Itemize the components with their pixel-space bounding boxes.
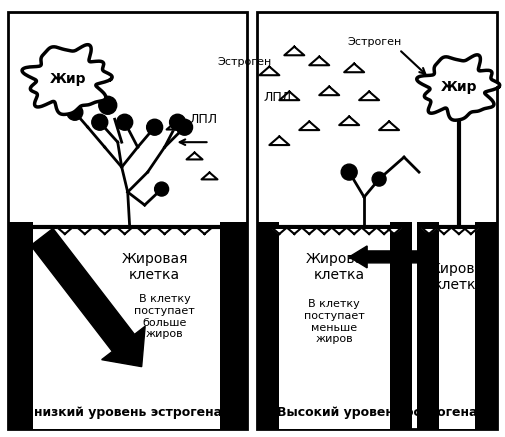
Polygon shape xyxy=(197,228,212,234)
Text: Эстроген: Эстроген xyxy=(347,38,401,48)
Polygon shape xyxy=(98,228,112,234)
Bar xyxy=(8,227,247,429)
Polygon shape xyxy=(347,228,361,234)
Polygon shape xyxy=(272,228,286,234)
Polygon shape xyxy=(379,121,399,130)
Circle shape xyxy=(170,114,185,130)
Polygon shape xyxy=(284,47,305,55)
Circle shape xyxy=(146,119,163,135)
Polygon shape xyxy=(317,228,331,234)
Bar xyxy=(390,222,412,429)
Polygon shape xyxy=(302,228,316,234)
Text: Эстроген: Эстроген xyxy=(218,57,272,67)
Polygon shape xyxy=(422,228,436,234)
Polygon shape xyxy=(339,117,359,125)
Circle shape xyxy=(177,119,192,135)
Polygon shape xyxy=(269,136,289,145)
Polygon shape xyxy=(332,228,346,234)
Polygon shape xyxy=(78,228,92,234)
Polygon shape xyxy=(287,228,301,234)
Polygon shape xyxy=(319,87,339,95)
Polygon shape xyxy=(377,228,391,234)
Polygon shape xyxy=(417,55,500,120)
Text: низкий уровень эстрогена: низкий уровень эстрогена xyxy=(34,406,222,419)
Polygon shape xyxy=(138,228,152,234)
Polygon shape xyxy=(309,57,329,65)
Text: ЛПЛ: ЛПЛ xyxy=(189,113,218,126)
Polygon shape xyxy=(201,173,218,180)
Polygon shape xyxy=(22,45,112,114)
Polygon shape xyxy=(452,228,466,234)
Polygon shape xyxy=(58,228,72,234)
Bar xyxy=(258,13,497,429)
Text: Жировая
клетка: Жировая клетка xyxy=(121,252,188,282)
Circle shape xyxy=(67,104,83,120)
Bar xyxy=(8,222,33,429)
Circle shape xyxy=(372,172,386,186)
Circle shape xyxy=(92,114,108,130)
Circle shape xyxy=(155,182,169,196)
Bar xyxy=(475,222,497,429)
Circle shape xyxy=(117,114,133,130)
Polygon shape xyxy=(178,228,191,234)
Polygon shape xyxy=(158,228,172,234)
Text: Жир: Жир xyxy=(49,73,86,87)
Text: Жировая
клетка: Жировая клетка xyxy=(426,262,492,292)
Bar xyxy=(8,13,247,429)
Polygon shape xyxy=(387,228,401,234)
Bar xyxy=(279,222,390,429)
Bar xyxy=(221,222,247,429)
Polygon shape xyxy=(167,123,183,129)
Polygon shape xyxy=(260,66,279,75)
Circle shape xyxy=(341,164,357,180)
Bar xyxy=(33,222,221,429)
Polygon shape xyxy=(344,64,364,72)
Bar xyxy=(258,222,279,429)
Text: В клетку
поступает
больше
жиров: В клетку поступает больше жиров xyxy=(134,295,195,339)
Circle shape xyxy=(99,96,117,114)
Polygon shape xyxy=(362,228,376,234)
FancyArrow shape xyxy=(31,229,145,367)
Polygon shape xyxy=(299,121,319,130)
Polygon shape xyxy=(118,228,132,234)
Polygon shape xyxy=(359,91,379,100)
Text: Жир: Жир xyxy=(441,80,477,94)
Text: В клетку
поступает
меньше
жиров: В клетку поступает меньше жиров xyxy=(304,299,365,344)
Polygon shape xyxy=(464,228,478,234)
Bar xyxy=(417,222,439,429)
Polygon shape xyxy=(279,91,299,100)
Text: Высокий уровень эстрогена: Высокий уровень эстрогена xyxy=(277,406,477,419)
Polygon shape xyxy=(437,228,451,234)
FancyArrow shape xyxy=(349,246,429,268)
Text: Жировая
клетка: Жировая клетка xyxy=(306,252,373,282)
Bar xyxy=(439,222,475,429)
Text: ЛПЛ: ЛПЛ xyxy=(264,91,291,104)
Polygon shape xyxy=(186,153,203,160)
